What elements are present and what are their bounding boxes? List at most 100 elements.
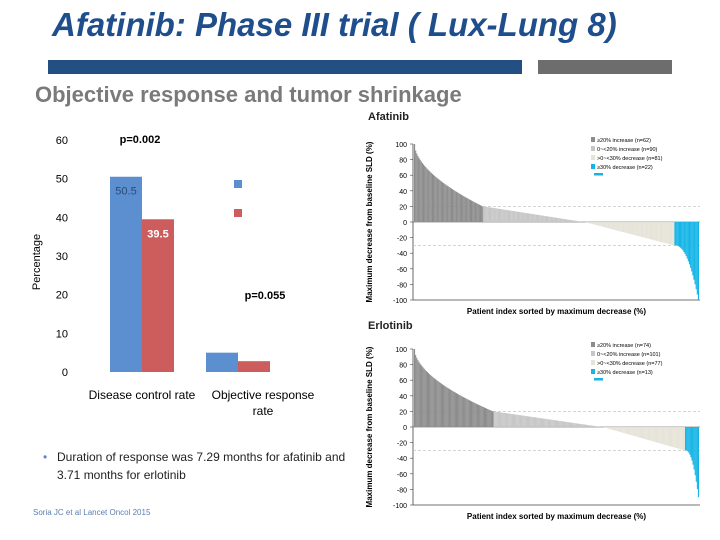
waterfall-bar: [605, 427, 607, 428]
waterfall-bar: [487, 409, 489, 427]
waterfall-bar: [524, 212, 526, 222]
waterfall-bar: [620, 222, 622, 232]
legend-swatch: [591, 155, 595, 160]
waterfall-bar: [630, 427, 632, 436]
y-tick-label: 0: [62, 367, 68, 379]
y-tick-label: 60: [399, 378, 407, 385]
waterfall-bar: [494, 411, 496, 427]
waterfall-bar: [565, 421, 567, 427]
waterfall-bar: [457, 393, 459, 427]
waterfall-bar: [609, 222, 611, 229]
waterfall-bar: [568, 422, 570, 427]
waterfall-bar: [426, 372, 428, 427]
waterfall-bar: [497, 412, 499, 427]
waterfall-bar: [467, 198, 469, 222]
waterfall-bar: [540, 215, 542, 222]
waterfall-bar: [531, 213, 533, 222]
citation: Soria JC et al Lancet Oncol 2015: [33, 508, 151, 517]
waterfall-bar: [464, 397, 466, 427]
waterfall-bar: [553, 217, 555, 222]
waterfall-bar: [661, 222, 663, 243]
waterfall-bar: [653, 222, 655, 241]
waterfall-bar: [458, 193, 460, 222]
waterfall-bar: [455, 191, 457, 222]
y-tick-label: 60: [399, 173, 407, 180]
legend-swatch: [234, 209, 242, 217]
waterfall-bar: [436, 380, 438, 427]
waterfall-bar: [519, 212, 521, 222]
waterfall-bar: [645, 222, 647, 239]
waterfall-bar: [581, 424, 583, 427]
waterfall-bar: [655, 222, 657, 241]
waterfall-bar: [694, 222, 696, 285]
waterfall-bar: [557, 420, 559, 427]
waterfall-bar: [419, 363, 421, 427]
waterfall-bar: [415, 354, 417, 427]
waterfall-bar: [624, 427, 626, 434]
waterfall-bar: [571, 422, 573, 427]
waterfall-bar: [639, 222, 641, 237]
waterfall-bar: [441, 384, 444, 427]
waterfall-bar: [468, 400, 470, 427]
waterfall-bar: [588, 222, 590, 224]
pvalue-objective-response: p=0.055: [245, 290, 286, 302]
waterfall-bar: [488, 409, 490, 427]
waterfall-bar: [617, 427, 619, 432]
waterfall-bar: [465, 197, 467, 222]
waterfall-bar: [538, 214, 540, 222]
waterfall-bar: [491, 207, 493, 222]
waterfall-bar: [547, 216, 549, 222]
waterfall-bar: [633, 222, 635, 235]
waterfall-bar: [555, 420, 558, 427]
waterfall-bar: [542, 215, 544, 222]
waterfall-bar: [432, 377, 434, 427]
waterfall-bar: [643, 222, 645, 238]
waterfall-bar: [615, 222, 617, 231]
waterfall-bar: [560, 218, 562, 222]
waterfall-bar: [575, 423, 577, 427]
waterfall-bar: [591, 222, 593, 225]
waterfall-bar: [463, 196, 465, 222]
waterfall-bar: [440, 181, 442, 222]
waterfall-bar: [553, 420, 555, 427]
waterfall-bar: [649, 222, 651, 240]
waterfall-bar: [606, 427, 608, 429]
waterfall-bar: [612, 427, 615, 431]
waterfall-bar: [691, 222, 693, 272]
waterfall-bar: [687, 427, 689, 452]
waterfall-bar: [647, 222, 649, 239]
waterfall-bar: [426, 168, 428, 222]
waterfall-bar: [491, 410, 493, 427]
waterfall-bar: [567, 422, 569, 427]
waterfall-bar: [611, 222, 613, 230]
waterfall-bar: [605, 222, 607, 228]
waterfall-bar: [473, 201, 475, 222]
waterfall-bar: [512, 414, 515, 427]
waterfall-bar: [438, 179, 440, 222]
waterfall-bar: [679, 427, 681, 450]
waterfall-bar: [514, 414, 516, 427]
waterfall-bar: [681, 427, 683, 450]
y-tick-label: 0: [403, 220, 407, 227]
waterfall-bar: [673, 222, 675, 246]
waterfall-bar: [594, 426, 596, 427]
waterfall-bar: [519, 415, 521, 427]
waterfall-bar: [431, 376, 433, 427]
waterfall-bar: [545, 418, 547, 427]
legend-entry: 0~<20% increase (n=90): [597, 147, 658, 153]
waterfall-bar: [529, 416, 531, 427]
data-label: 50.5: [115, 186, 136, 198]
y-tick-label: 40: [399, 189, 407, 196]
waterfall-bar: [545, 216, 547, 222]
waterfall-bar: [650, 222, 653, 240]
waterfall-bar: [657, 427, 659, 443]
waterfall-bar: [424, 165, 426, 222]
waterfall-bar: [685, 222, 687, 257]
waterfall-bar: [459, 194, 461, 222]
waterfall-bar: [482, 407, 484, 427]
waterfall-bar: [512, 210, 514, 222]
y-tick-label: 80: [399, 363, 407, 370]
waterfall-bar: [546, 419, 548, 427]
waterfall-bar: [625, 427, 627, 434]
waterfall-bar: [557, 217, 559, 222]
